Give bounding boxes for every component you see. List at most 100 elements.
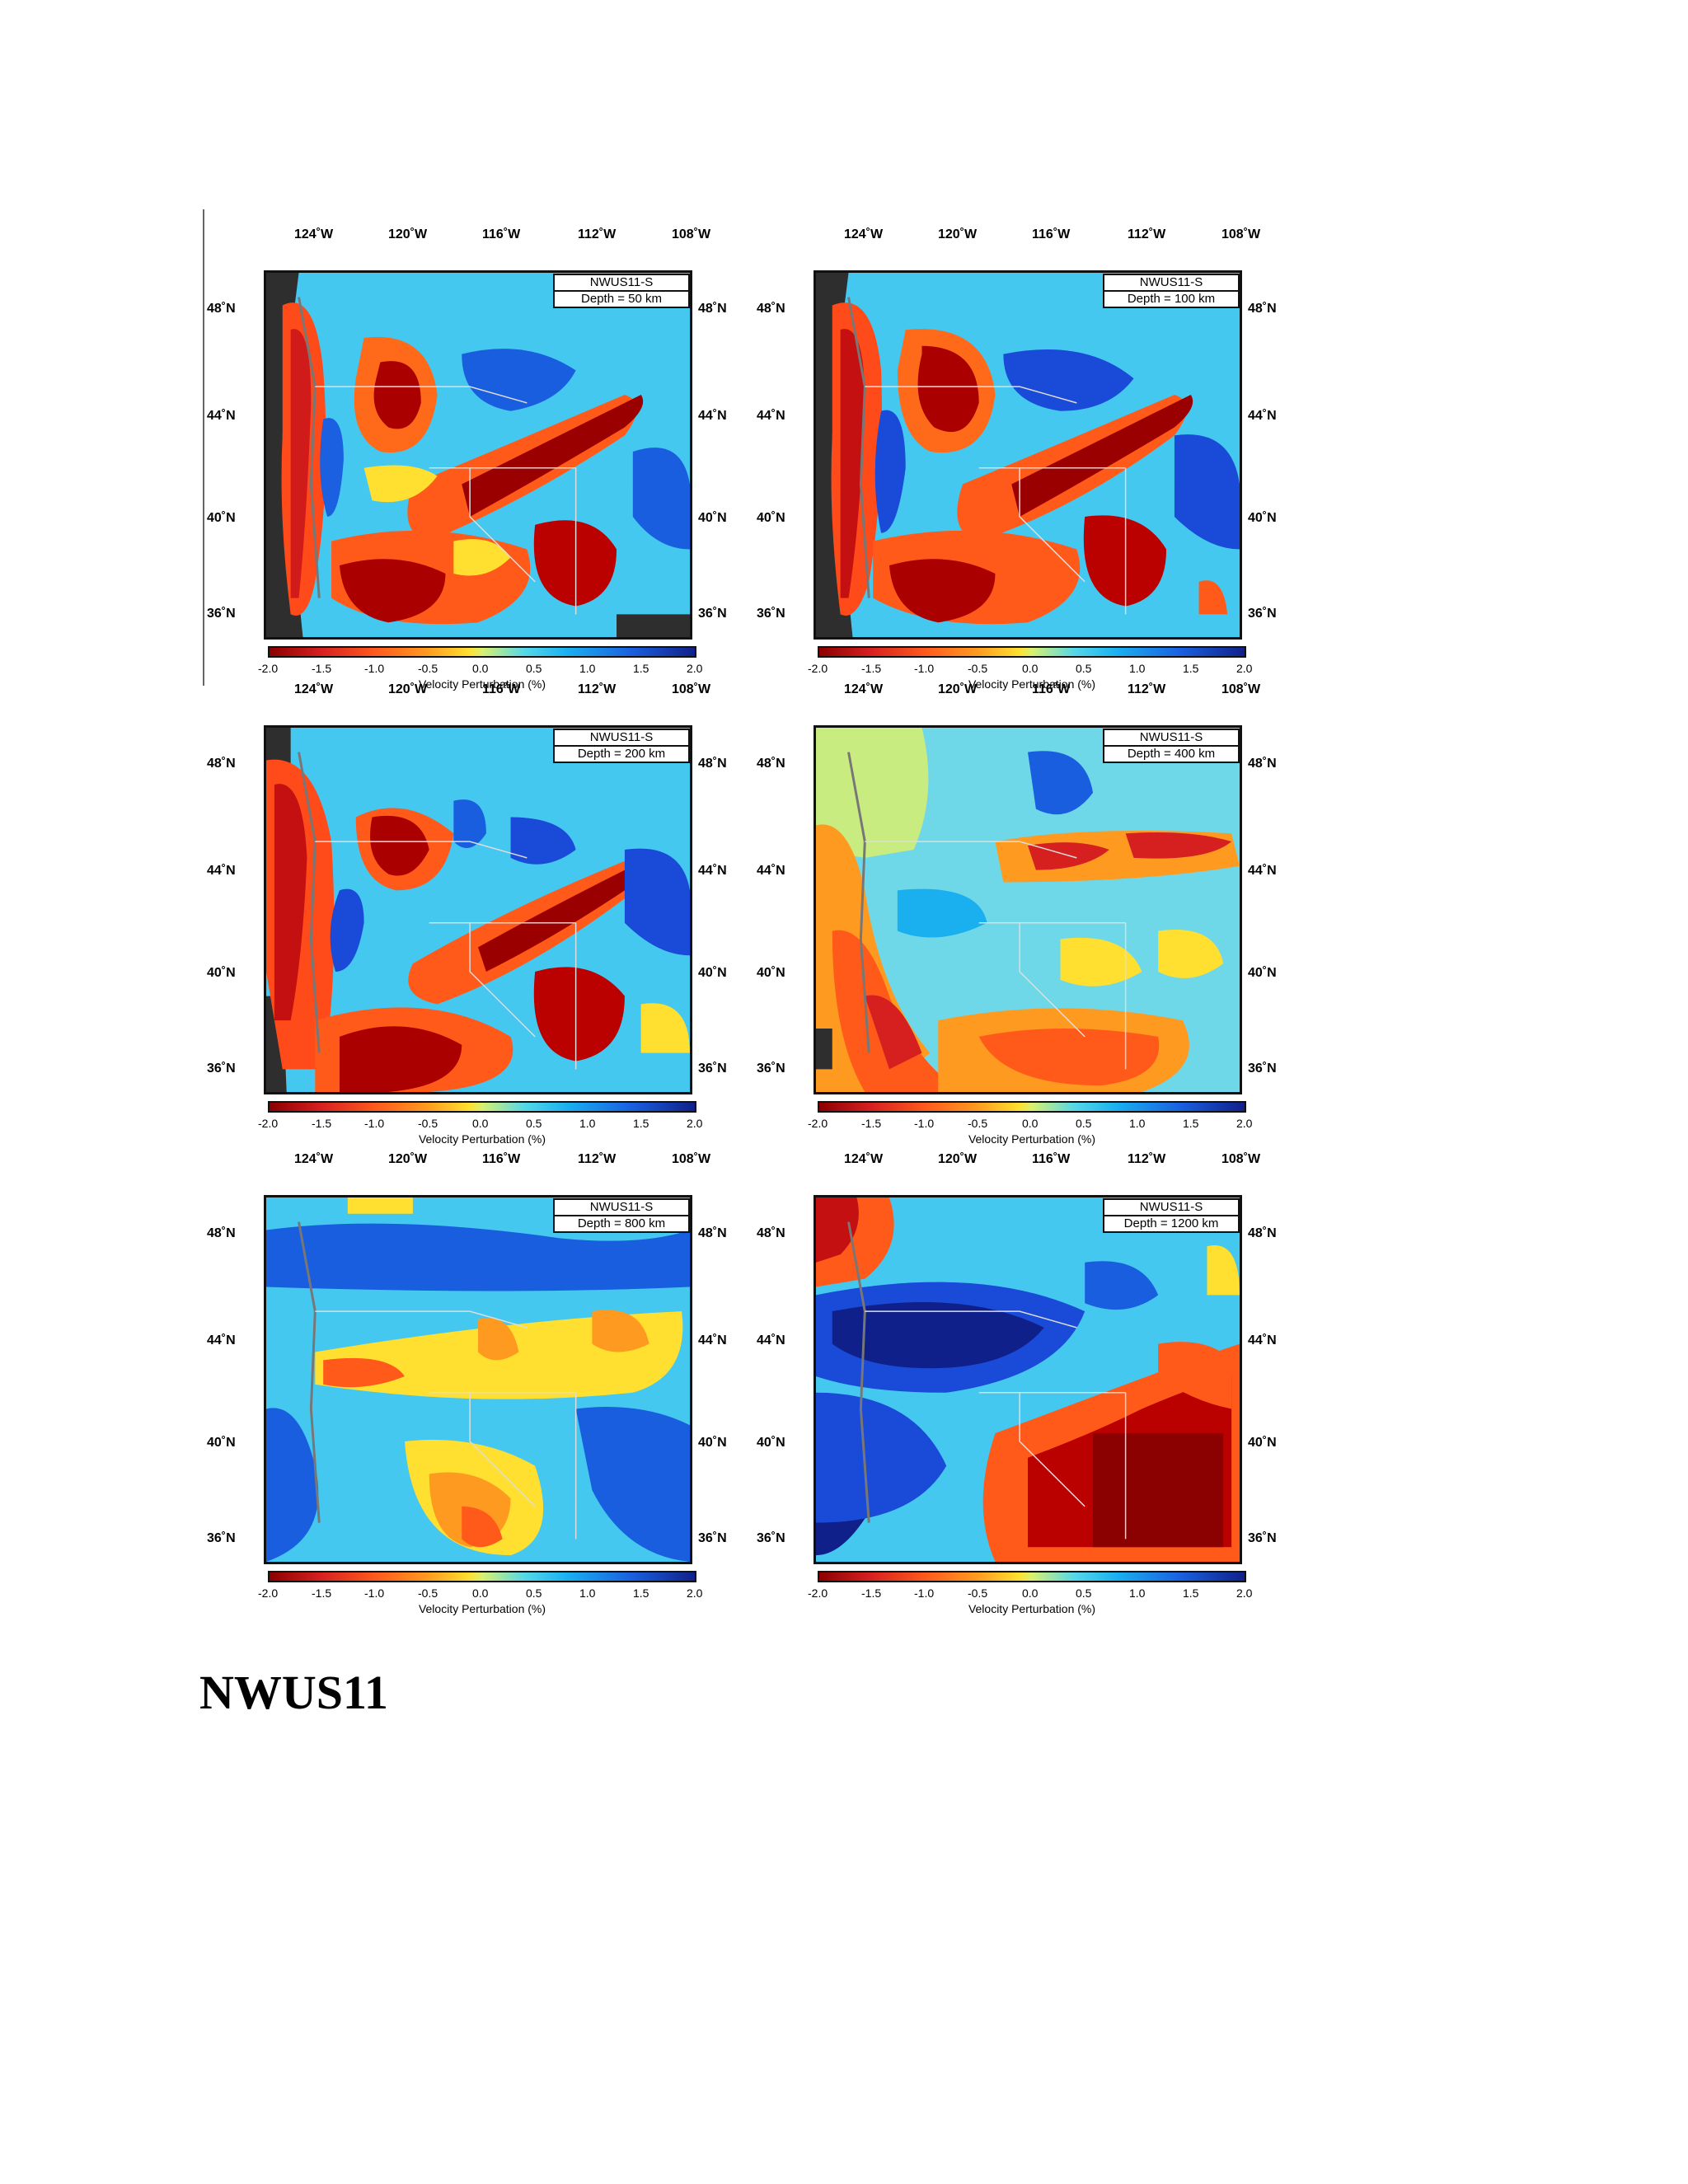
lat-tick: 44˚N bbox=[1248, 1333, 1277, 1347]
colorbar bbox=[268, 1571, 696, 1582]
panel-label: NWUS11-S Depth = 50 km bbox=[553, 274, 690, 308]
colorbar-tick: 0.5 bbox=[1076, 1117, 1092, 1130]
map-panel-depth-100: 124˚W 120˚W 116˚W 112˚W 108˚W 48˚N 44˚N … bbox=[752, 227, 1279, 691]
tomography-map bbox=[814, 270, 1242, 640]
colorbar-tick: 2.0 bbox=[687, 1586, 703, 1600]
lon-tick: 116˚W bbox=[482, 682, 521, 696]
model-label: NWUS11-S bbox=[555, 275, 688, 292]
depth-label: Depth = 200 km bbox=[577, 747, 666, 761]
depth-label: Depth = 1200 km bbox=[1123, 1216, 1219, 1230]
lat-tick: 36˚N bbox=[207, 1062, 236, 1076]
lat-tick: 44˚N bbox=[207, 1333, 236, 1347]
colorbar-tick: -1.5 bbox=[312, 662, 332, 675]
colorbar-tick: -1.0 bbox=[364, 662, 385, 675]
colorbar-title: Velocity Perturbation (%) bbox=[968, 1602, 1096, 1615]
tomography-map bbox=[264, 1195, 692, 1564]
lat-tick: 36˚N bbox=[698, 1062, 727, 1076]
lon-tick: 112˚W bbox=[1128, 227, 1166, 241]
map-panel-depth-1200: 124˚W 120˚W 116˚W 112˚W 108˚W 48˚N 44˚N … bbox=[752, 1152, 1279, 1615]
lon-tick: 108˚W bbox=[1221, 682, 1261, 696]
lat-tick: 48˚N bbox=[757, 1226, 785, 1240]
lon-tick: 108˚W bbox=[672, 682, 711, 696]
colorbar-tick: 0.5 bbox=[526, 1117, 542, 1130]
lat-tick: 48˚N bbox=[698, 1226, 727, 1240]
colorbar-title: Velocity Perturbation (%) bbox=[418, 1602, 546, 1615]
colorbar bbox=[818, 646, 1246, 658]
lon-tick: 108˚W bbox=[672, 227, 711, 241]
lat-tick: 40˚N bbox=[1248, 1436, 1277, 1450]
colorbar-tick: -0.5 bbox=[968, 1117, 988, 1130]
lon-tick: 116˚W bbox=[482, 227, 521, 241]
lat-tick: 44˚N bbox=[698, 864, 727, 878]
lat-tick: 48˚N bbox=[698, 302, 727, 316]
colorbar-tick: -0.5 bbox=[418, 1117, 438, 1130]
colorbar-tick: 2.0 bbox=[1236, 1586, 1253, 1600]
lon-tick: 112˚W bbox=[578, 227, 617, 241]
panel-label: NWUS11-S Depth = 1200 km bbox=[1103, 1198, 1240, 1233]
lat-tick: 48˚N bbox=[207, 1226, 236, 1240]
model-label: NWUS11-S bbox=[555, 730, 688, 747]
lat-tick: 40˚N bbox=[1248, 966, 1277, 980]
lat-tick: 48˚N bbox=[757, 302, 785, 316]
colorbar-tick: 0.0 bbox=[472, 1117, 489, 1130]
lat-tick: 40˚N bbox=[757, 1436, 785, 1450]
lon-tick: 124˚W bbox=[294, 227, 334, 241]
lat-tick: 36˚N bbox=[698, 607, 727, 621]
map-panel-depth-200: 124˚W 120˚W 116˚W 112˚W 108˚W 48˚N 44˚N … bbox=[202, 682, 729, 1146]
colorbar-tick: 1.0 bbox=[1129, 1586, 1146, 1600]
lat-tick: 48˚N bbox=[1248, 757, 1277, 771]
lat-tick: 36˚N bbox=[207, 607, 236, 621]
lat-tick: 40˚N bbox=[698, 966, 727, 980]
colorbar-tick: 1.5 bbox=[633, 662, 649, 675]
lon-tick: 116˚W bbox=[482, 1152, 521, 1166]
lon-tick: 120˚W bbox=[388, 682, 428, 696]
lat-tick: 36˚N bbox=[207, 1531, 236, 1545]
lon-tick: 120˚W bbox=[388, 227, 428, 241]
map-panel-depth-400: 124˚W 120˚W 116˚W 112˚W 108˚W 48˚N 44˚N … bbox=[752, 682, 1279, 1146]
colorbar-tick: 0.5 bbox=[526, 662, 542, 675]
colorbar-tick: -0.5 bbox=[968, 662, 988, 675]
model-label: NWUS11-S bbox=[1104, 1200, 1238, 1216]
colorbar-tick: 0.0 bbox=[1022, 662, 1039, 675]
colorbar-tick: -1.0 bbox=[914, 1586, 935, 1600]
lon-tick: 116˚W bbox=[1032, 682, 1071, 696]
lat-tick: 48˚N bbox=[207, 302, 236, 316]
lon-tick: 116˚W bbox=[1032, 1152, 1071, 1166]
lat-tick: 44˚N bbox=[1248, 409, 1277, 423]
lat-tick: 48˚N bbox=[757, 757, 785, 771]
colorbar-tick: -1.0 bbox=[914, 662, 935, 675]
lat-tick: 36˚N bbox=[698, 1531, 727, 1545]
model-label: NWUS11-S bbox=[555, 1200, 688, 1216]
panel-label: NWUS11-S Depth = 400 km bbox=[1103, 729, 1240, 763]
lon-tick: 108˚W bbox=[672, 1152, 711, 1166]
lat-tick: 40˚N bbox=[757, 966, 785, 980]
panel-label: NWUS11-S Depth = 800 km bbox=[553, 1198, 690, 1233]
colorbar-tick: -0.5 bbox=[418, 662, 438, 675]
lon-tick: 124˚W bbox=[844, 227, 884, 241]
margin-rule bbox=[203, 209, 204, 686]
colorbar-tick: -2.0 bbox=[808, 1117, 828, 1130]
lat-tick: 36˚N bbox=[757, 607, 785, 621]
colorbar-title: Velocity Perturbation (%) bbox=[418, 677, 546, 691]
lon-tick: 108˚W bbox=[1221, 1152, 1261, 1166]
lat-tick: 40˚N bbox=[207, 966, 236, 980]
tomography-map bbox=[814, 1195, 1242, 1564]
map-panel-depth-50: 124˚W 120˚W 116˚W 112˚W 108˚W 48˚N 44˚N … bbox=[202, 227, 729, 691]
lat-tick: 48˚N bbox=[698, 757, 727, 771]
lon-tick: 124˚W bbox=[294, 682, 334, 696]
colorbar-title: Velocity Perturbation (%) bbox=[968, 677, 1096, 691]
colorbar-tick: -2.0 bbox=[258, 1117, 279, 1130]
colorbar bbox=[818, 1571, 1246, 1582]
lat-tick: 48˚N bbox=[1248, 302, 1277, 316]
lat-tick: 36˚N bbox=[757, 1531, 785, 1545]
colorbar-tick: 0.5 bbox=[1076, 662, 1092, 675]
colorbar-title: Velocity Perturbation (%) bbox=[418, 1132, 546, 1146]
depth-label: Depth = 50 km bbox=[581, 292, 662, 306]
colorbar-tick: 1.5 bbox=[1183, 1586, 1199, 1600]
lat-tick: 40˚N bbox=[698, 511, 727, 525]
colorbar-tick: -1.5 bbox=[861, 1586, 882, 1600]
colorbar-tick: 0.0 bbox=[1022, 1586, 1039, 1600]
colorbar-tick: -1.5 bbox=[861, 1117, 882, 1130]
colorbar-tick: 1.0 bbox=[579, 1117, 596, 1130]
lon-tick: 112˚W bbox=[1128, 1152, 1166, 1166]
